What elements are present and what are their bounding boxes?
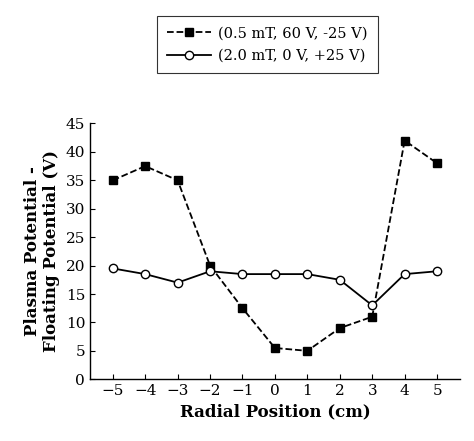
(0.5 mT, 60 V, -25 V) xyxy=(110,178,116,183)
X-axis label: Radial Position (cm): Radial Position (cm) xyxy=(180,404,370,421)
(0.5 mT, 60 V, -25 V) xyxy=(434,161,440,166)
(0.5 mT, 60 V, -25 V) xyxy=(272,345,278,351)
(0.5 mT, 60 V, -25 V) xyxy=(175,178,181,183)
(2.0 mT, 0 V, +25 V) xyxy=(402,272,408,277)
(0.5 mT, 60 V, -25 V) xyxy=(337,325,343,331)
Line: (0.5 mT, 60 V, -25 V): (0.5 mT, 60 V, -25 V) xyxy=(109,136,441,355)
(2.0 mT, 0 V, +25 V) xyxy=(110,266,116,271)
(2.0 mT, 0 V, +25 V) xyxy=(142,272,148,277)
(2.0 mT, 0 V, +25 V) xyxy=(175,280,181,285)
Line: (2.0 mT, 0 V, +25 V): (2.0 mT, 0 V, +25 V) xyxy=(109,264,441,310)
(0.5 mT, 60 V, -25 V) xyxy=(142,164,148,169)
Legend: (0.5 mT, 60 V, -25 V), (2.0 mT, 0 V, +25 V): (0.5 mT, 60 V, -25 V), (2.0 mT, 0 V, +25… xyxy=(156,16,378,73)
Y-axis label: Plasma Potential -
Floating Potential (V): Plasma Potential - Floating Potential (V… xyxy=(24,150,60,352)
(2.0 mT, 0 V, +25 V) xyxy=(207,269,213,274)
(0.5 mT, 60 V, -25 V) xyxy=(369,314,375,319)
(2.0 mT, 0 V, +25 V) xyxy=(304,272,310,277)
(0.5 mT, 60 V, -25 V) xyxy=(402,138,408,143)
(0.5 mT, 60 V, -25 V) xyxy=(207,263,213,268)
(2.0 mT, 0 V, +25 V) xyxy=(337,277,343,282)
(2.0 mT, 0 V, +25 V) xyxy=(272,272,278,277)
(2.0 mT, 0 V, +25 V) xyxy=(434,269,440,274)
(0.5 mT, 60 V, -25 V) xyxy=(240,306,246,311)
(2.0 mT, 0 V, +25 V) xyxy=(369,303,375,308)
(2.0 mT, 0 V, +25 V) xyxy=(240,272,246,277)
(0.5 mT, 60 V, -25 V) xyxy=(304,348,310,354)
